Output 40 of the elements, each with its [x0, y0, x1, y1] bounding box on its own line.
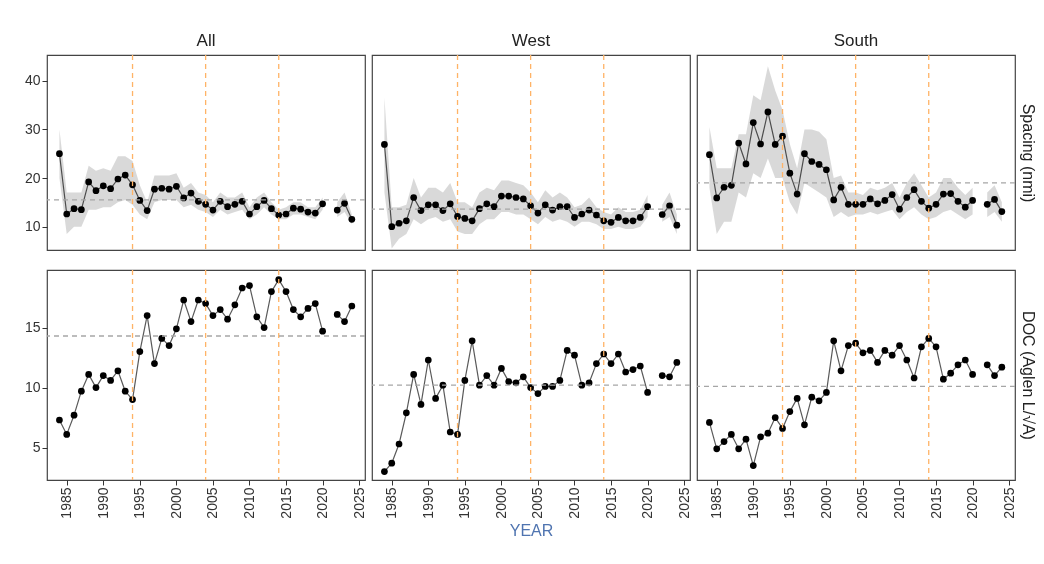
y2-axis-title: Spacing (nmi): [1019, 103, 1037, 203]
x-tick-label: 2015: [277, 487, 294, 519]
x-tick-label: 2025: [350, 487, 367, 519]
x-tick-label: 1990: [419, 487, 436, 519]
x-tick-label: 2010: [241, 487, 257, 519]
x-tick-label: 2010: [891, 487, 907, 519]
y-tick-label: 10: [24, 379, 41, 396]
x-tick-label: 2025: [675, 487, 692, 519]
x-tick-label: 2010: [566, 487, 582, 519]
x-tick-label: 2025: [1000, 487, 1017, 519]
x-tick-label: 1985: [58, 487, 75, 519]
y-tick-label: 20: [24, 169, 41, 186]
x-tick-label: 2020: [314, 487, 331, 519]
chart-title: West: [511, 31, 551, 51]
y-tick-label: 5: [32, 439, 41, 456]
x-tick-label: 1985: [383, 487, 400, 519]
x-tick-label: 2020: [964, 487, 981, 519]
x-tick-label: 2005: [854, 487, 871, 519]
y-tick-label: 10: [24, 218, 41, 235]
y-tick-label: 30: [24, 120, 41, 137]
chart-title: South: [833, 31, 879, 51]
x-tick-label: 2005: [529, 487, 546, 519]
x-tick-label: 2020: [639, 487, 656, 519]
x-axis-title: YEAR: [509, 521, 554, 539]
y2-axis-title: DOC (Aglen L/√A): [1019, 311, 1037, 440]
chart-title: All: [196, 31, 216, 51]
x-tick-label: 2015: [602, 487, 619, 519]
y-tick-label: 15: [24, 319, 41, 336]
x-tick-label: 1995: [131, 487, 148, 519]
x-tick-label: 1995: [781, 487, 798, 519]
x-tick-label: 2000: [167, 487, 184, 519]
x-tick-label: 2005: [204, 487, 221, 519]
x-tick-label: 2000: [492, 487, 509, 519]
x-tick-label: 1985: [708, 487, 725, 519]
x-tick-label: 2000: [817, 487, 834, 519]
x-tick-label: 1995: [456, 487, 473, 519]
x-tick-label: 1990: [94, 487, 111, 519]
x-tick-label: 1990: [744, 487, 761, 519]
y-tick-label: 40: [24, 72, 41, 89]
x-tick-label: 2015: [927, 487, 944, 519]
